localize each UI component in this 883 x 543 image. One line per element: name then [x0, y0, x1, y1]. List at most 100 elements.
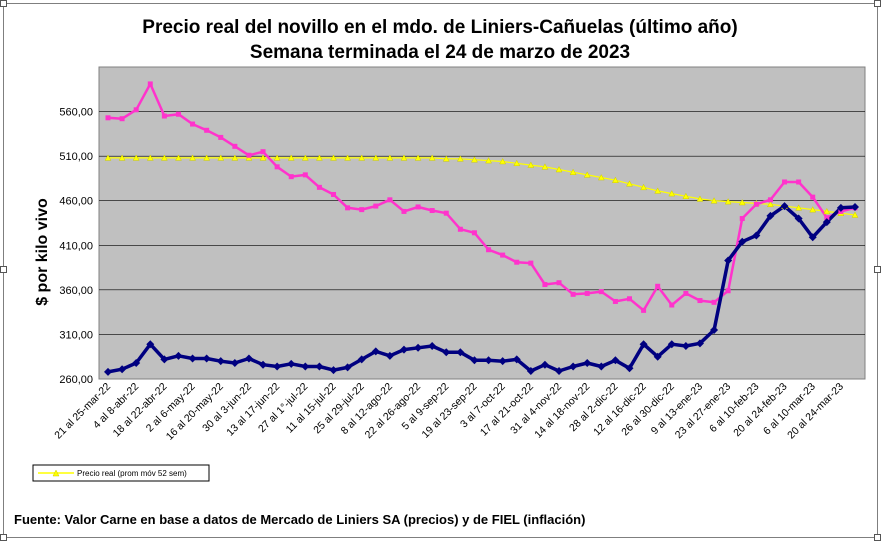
data-point — [809, 206, 817, 213]
data-point — [470, 356, 479, 365]
data-point — [500, 252, 506, 258]
data-point — [415, 204, 421, 210]
data-point — [302, 172, 308, 178]
data-point — [246, 152, 252, 158]
y-axis-tick-labels: 260,00 310,00 360,00 410,00 460,00 510,00 560,… — [59, 107, 93, 386]
data-point — [612, 298, 618, 304]
data-point — [738, 198, 746, 206]
data-point — [597, 362, 606, 371]
data-point — [146, 154, 154, 161]
data-point — [795, 204, 803, 211]
data-point — [118, 365, 127, 374]
series-line-2 — [108, 157, 856, 216]
data-point — [357, 355, 366, 364]
chart-title: Precio real del novillo en el mdo. de Li… — [142, 17, 737, 38]
data-point — [810, 194, 816, 200]
data-point — [231, 154, 239, 161]
data-point — [514, 259, 520, 265]
data-point — [132, 154, 140, 161]
data-point — [851, 202, 859, 211]
data-point — [387, 197, 393, 203]
data-point — [104, 154, 112, 161]
data-point — [443, 210, 449, 216]
data-point — [697, 298, 703, 304]
data-point — [626, 180, 633, 187]
data-point — [273, 362, 282, 371]
data-point — [132, 358, 141, 367]
data-point — [428, 154, 436, 161]
data-point — [625, 364, 634, 373]
data-point — [373, 203, 379, 209]
resize-handle-mid-right[interactable] — [874, 266, 881, 273]
data-point — [217, 154, 225, 161]
data-point — [457, 226, 463, 232]
data-point — [822, 218, 831, 227]
data-point — [273, 154, 281, 161]
data-point — [331, 191, 337, 197]
data-point — [359, 207, 365, 213]
data-point — [667, 340, 676, 349]
data-point — [315, 154, 323, 161]
data-point — [485, 157, 492, 164]
data-point — [429, 208, 435, 214]
data-point — [244, 354, 253, 363]
data-point — [118, 154, 126, 161]
data-point — [160, 355, 169, 364]
data-point — [584, 290, 590, 296]
data-point — [542, 282, 548, 288]
data-point — [456, 348, 465, 357]
data-point — [541, 163, 549, 170]
data-point — [316, 184, 322, 190]
data-point — [655, 283, 661, 289]
data-point — [682, 192, 690, 200]
data-point — [486, 247, 492, 253]
data-point — [345, 205, 351, 211]
data-point — [527, 161, 535, 168]
data-point — [669, 302, 675, 308]
data-point — [711, 299, 717, 305]
data-point — [190, 121, 196, 127]
data-point — [175, 111, 181, 117]
data-point — [260, 149, 266, 155]
y-tick-label: 260,00 — [59, 374, 93, 386]
data-point — [315, 362, 324, 371]
y-tick-label: 310,00 — [59, 329, 93, 341]
data-point — [823, 207, 831, 215]
data-point — [499, 157, 507, 165]
data-point — [204, 127, 210, 133]
data-point — [400, 154, 408, 161]
data-point — [330, 154, 337, 161]
data-point — [202, 354, 211, 363]
data-point — [343, 363, 352, 372]
source-note: Fuente: Valor Carne en base a datos de M… — [14, 512, 586, 527]
data-point — [287, 359, 296, 368]
data-point — [738, 237, 747, 246]
data-point — [188, 354, 197, 363]
data-point — [471, 230, 477, 236]
data-point — [274, 164, 280, 170]
data-point — [358, 154, 366, 161]
data-point — [653, 352, 662, 361]
resize-handle-mid-left[interactable] — [0, 266, 7, 273]
legend-entry: Precio real (prom móv 52 sem) — [77, 469, 187, 478]
data-point — [767, 197, 773, 203]
data-point — [598, 289, 604, 295]
data-point — [512, 355, 521, 364]
resize-handle-bottom-right[interactable] — [874, 534, 881, 541]
data-point — [570, 291, 576, 297]
data-point — [189, 154, 196, 161]
data-point — [301, 154, 309, 161]
data-point — [259, 154, 267, 161]
y-tick-label: 460,00 — [59, 196, 93, 208]
data-point — [232, 143, 238, 149]
data-point — [681, 342, 690, 351]
resize-handle-top-left[interactable] — [0, 0, 7, 7]
data-point — [782, 179, 788, 185]
resize-handle-bottom-left[interactable] — [0, 534, 7, 541]
data-point — [133, 107, 139, 113]
data-point — [569, 362, 578, 371]
resize-handle-top-right[interactable] — [874, 0, 881, 7]
data-point — [767, 200, 774, 208]
data-point — [513, 159, 521, 167]
